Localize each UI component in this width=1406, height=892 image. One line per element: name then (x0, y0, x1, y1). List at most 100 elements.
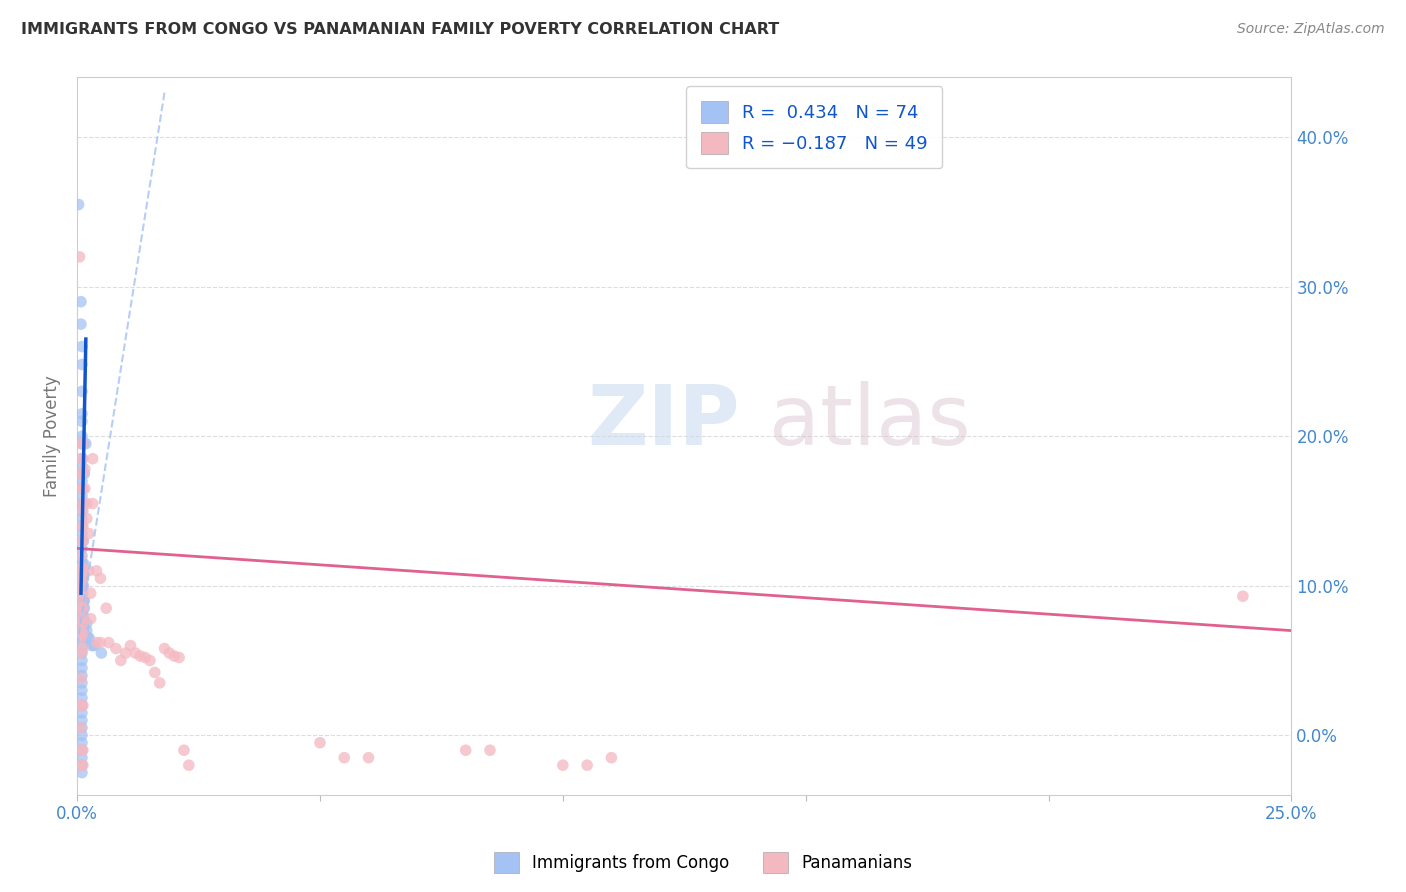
Point (72, 519, 94, 533)
Point (149, 676, 172, 690)
Point (73, 601, 96, 615)
Point (73, 593, 96, 607)
Point (70, 459, 93, 474)
Point (70, 467, 93, 481)
Point (70, 429, 93, 443)
Point (72, 624, 94, 638)
Point (73, 462, 96, 476)
Point (70, 646, 93, 660)
Point (73, 482, 96, 496)
Point (70, 743, 93, 757)
Point (163, 648, 186, 663)
Point (72, 698, 94, 713)
Point (73, 467, 96, 481)
Point (70, 317, 93, 331)
Point (72, 571, 94, 585)
Point (89, 635, 111, 649)
Point (70, 451, 93, 466)
Point (70, 758, 93, 772)
Point (89, 571, 111, 585)
Point (72, 482, 94, 496)
Point (576, 758, 599, 772)
Point (72, 557, 94, 571)
Point (70, 541, 93, 556)
Point (309, 736, 332, 750)
Legend: Immigrants from Congo, Panamanians: Immigrants from Congo, Panamanians (488, 846, 918, 880)
Point (70, 721, 93, 735)
Point (72, 743, 94, 757)
Point (70, 714, 93, 728)
Point (70, 631, 93, 645)
Point (70, 683, 93, 698)
Point (72, 504, 94, 518)
Point (70, 624, 93, 638)
Point (72, 758, 94, 772)
Point (70, 549, 93, 563)
Point (70, 519, 93, 533)
Point (70, 653, 93, 667)
Point (76, 496, 98, 510)
Point (70, 568, 93, 582)
Point (120, 639, 142, 653)
Text: ZIP: ZIP (588, 382, 740, 462)
Point (72, 641, 94, 656)
Point (478, 743, 501, 757)
Point (70, 504, 93, 518)
Point (72, 601, 94, 615)
Point (333, 750, 356, 764)
Point (110, 653, 132, 667)
Point (70, 358, 93, 372)
Point (70, 533, 93, 548)
Point (70, 482, 93, 496)
Point (70, 601, 93, 615)
Point (551, 758, 574, 772)
Point (70, 561, 93, 575)
Point (1232, 589, 1254, 603)
Point (72, 467, 94, 481)
Point (70, 743, 93, 757)
Point (77, 564, 100, 578)
Point (72, 579, 94, 593)
Point (357, 750, 380, 764)
Point (114, 646, 136, 660)
Point (80, 639, 103, 653)
Point (70, 414, 93, 428)
Point (72, 496, 94, 510)
Point (70, 593, 93, 607)
Point (96, 601, 118, 615)
Point (70, 601, 93, 615)
Point (129, 648, 152, 663)
Point (70, 728, 93, 742)
Point (454, 743, 477, 757)
Point (70, 631, 93, 645)
Point (77, 526, 100, 541)
Point (167, 650, 190, 665)
Legend: R =  0.434   N = 74, R = −0.187   N = 49: R = 0.434 N = 74, R = −0.187 N = 49 (686, 87, 942, 169)
Point (70, 564, 93, 578)
Point (70, 721, 93, 735)
Point (70, 616, 93, 631)
Point (70, 750, 93, 764)
Point (82, 496, 104, 510)
Y-axis label: Family Poverty: Family Poverty (44, 376, 60, 497)
Point (70, 294, 93, 309)
Point (104, 641, 127, 656)
Point (70, 586, 93, 600)
Point (72, 616, 94, 631)
Point (70, 571, 93, 585)
Point (173, 743, 195, 757)
Point (72, 436, 94, 450)
Point (70, 765, 93, 780)
Point (72, 533, 94, 548)
Point (72, 561, 94, 575)
Point (70, 533, 93, 548)
Point (72, 608, 94, 623)
Point (70, 706, 93, 720)
Point (70, 436, 93, 450)
Point (70, 474, 93, 488)
Point (72, 593, 94, 607)
Point (86, 635, 108, 649)
Point (70, 624, 93, 638)
Point (124, 646, 146, 660)
Point (72, 571, 94, 585)
